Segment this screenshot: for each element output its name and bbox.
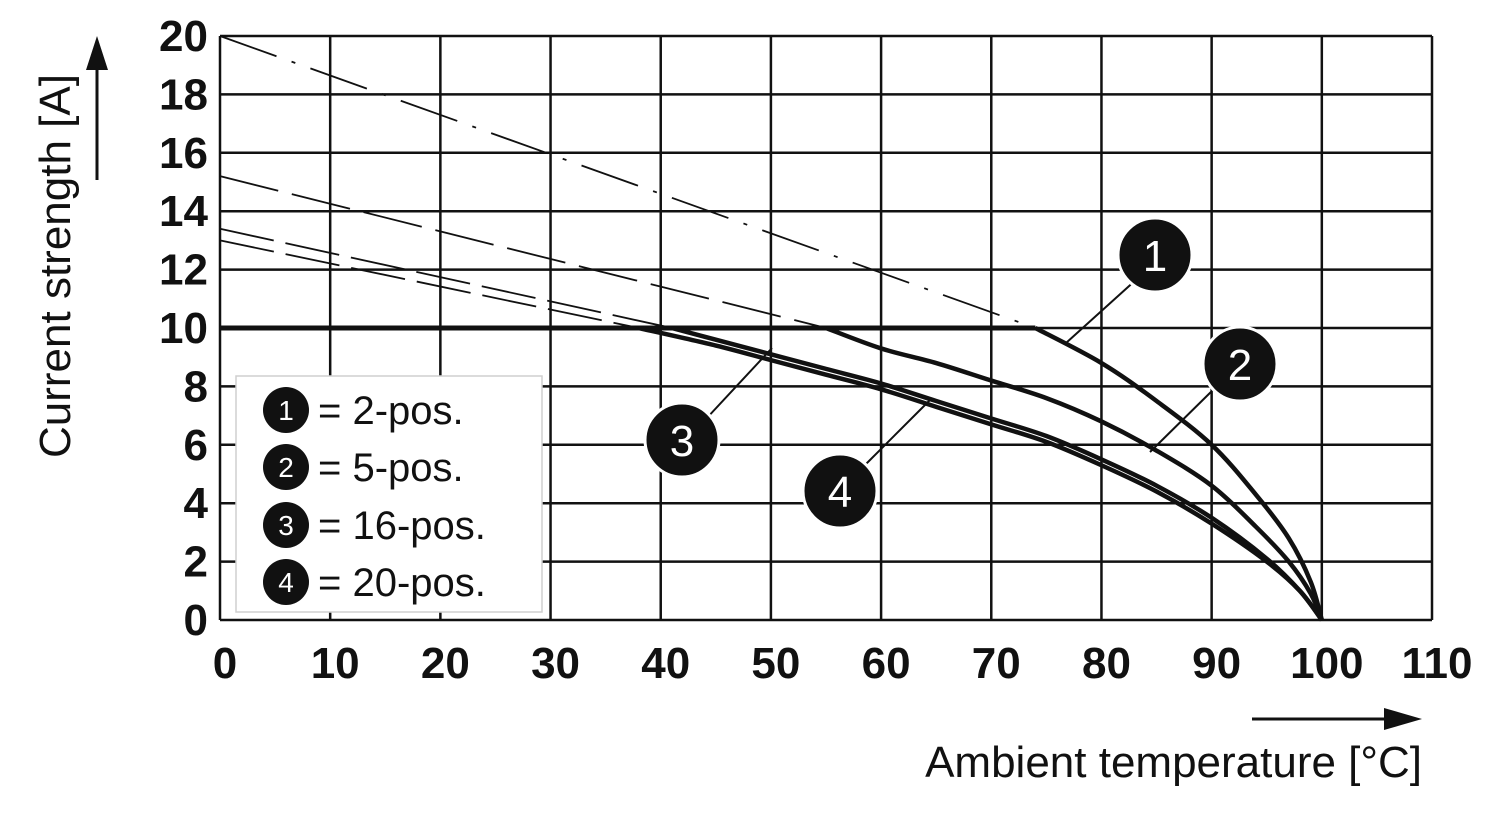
y-tick-label-8: 8 xyxy=(184,362,208,411)
legend-marker-3 xyxy=(263,502,309,548)
series-4-curve xyxy=(638,325,1324,622)
series-1-dashed-line xyxy=(219,35,1036,329)
curve-marker-3 xyxy=(643,401,721,479)
y-tick-label-16: 16 xyxy=(159,129,208,178)
legend-label-2: = 5-pos. xyxy=(318,446,464,490)
x-tick-label-80: 80 xyxy=(1082,639,1131,688)
callout-leader-2 xyxy=(1149,384,1219,453)
legend-marker-4 xyxy=(263,559,309,605)
y-tick-label-4: 4 xyxy=(184,479,209,528)
callouts: 1 2 3 4 xyxy=(643,216,1279,530)
x-tick-label-30: 30 xyxy=(531,639,580,688)
y-axis-title: Current strength [A] xyxy=(31,74,80,458)
legend-marker-2 xyxy=(263,444,309,490)
callout-leader-3 xyxy=(704,347,773,421)
series-3-curve xyxy=(671,325,1324,622)
series-2-curve xyxy=(825,325,1324,621)
x-tick-label-0: 0 xyxy=(213,639,237,688)
y-tick-label-18: 18 xyxy=(159,70,208,119)
legend-label-1: = 2-pos. xyxy=(318,389,464,433)
legend-marker-1 xyxy=(263,387,309,433)
legend-item-3: 3 = 16-pos. xyxy=(263,502,486,548)
curve-marker-2-label: 2 xyxy=(1228,341,1252,390)
x-tick-label-10: 10 xyxy=(311,639,360,688)
legend-item-1: 1 = 2-pos. xyxy=(263,387,464,433)
curve-marker-3-label: 3 xyxy=(670,417,694,466)
callout-leader-4 xyxy=(859,399,931,471)
y-tick-label-20: 20 xyxy=(159,12,208,61)
x-axis-title: Ambient temperature [°C] xyxy=(925,738,1422,787)
y-axis-ticks: 0 2 4 6 8 10 12 14 16 18 20 xyxy=(159,12,208,645)
x-tick-label-50: 50 xyxy=(751,639,800,688)
series-2-dashed-line xyxy=(219,175,827,329)
legend-label-4: = 20-pos. xyxy=(318,561,486,605)
curve-marker-4-label: 4 xyxy=(828,468,852,517)
legend-marker-1-label: 1 xyxy=(278,395,294,426)
y-tick-label-14: 14 xyxy=(159,187,208,236)
x-tick-label-60: 60 xyxy=(862,639,911,688)
curves xyxy=(219,35,1324,622)
x-tick-label-110: 110 xyxy=(1402,639,1473,688)
legend-marker-2-label: 2 xyxy=(278,452,294,483)
y-axis-arrow-head xyxy=(86,36,108,70)
legend-item-4: 4 = 20-pos. xyxy=(263,559,486,605)
x-tick-label-40: 40 xyxy=(641,639,690,688)
x-tick-label-100: 100 xyxy=(1290,639,1363,688)
legend-item-2: 2 = 5-pos. xyxy=(263,444,464,490)
series-4-dashed-line xyxy=(219,239,639,329)
legend-label-3: = 16-pos. xyxy=(318,504,486,548)
x-tick-label-20: 20 xyxy=(421,639,470,688)
series-1-curve xyxy=(1034,326,1324,621)
callout-leader-1 xyxy=(1065,277,1139,344)
curve-marker-4 xyxy=(801,452,879,530)
legend-marker-3-label: 3 xyxy=(278,510,294,541)
x-axis-arrow-head xyxy=(1384,708,1422,730)
y-tick-label-6: 6 xyxy=(184,421,208,470)
legend-marker-4-label: 4 xyxy=(278,567,294,598)
y-tick-label-12: 12 xyxy=(159,246,208,295)
y-tick-label-2: 2 xyxy=(184,538,208,587)
y-tick-label-10: 10 xyxy=(159,304,208,353)
x-tick-label-70: 70 xyxy=(972,639,1021,688)
curve-marker-1 xyxy=(1116,216,1194,294)
x-axis-ticks: 0 10 20 30 40 50 60 70 80 90 100 110 xyxy=(213,639,1473,688)
y-tick-label-0: 0 xyxy=(184,596,208,645)
series-3-dashed-line xyxy=(219,227,672,329)
curve-marker-1-label: 1 xyxy=(1143,232,1167,281)
curve-marker-2 xyxy=(1201,325,1279,403)
x-tick-label-90: 90 xyxy=(1192,639,1241,688)
legend: 1 = 2-pos. 2 = 5-pos. 3 = 16-pos. 4 = 20… xyxy=(235,375,543,613)
